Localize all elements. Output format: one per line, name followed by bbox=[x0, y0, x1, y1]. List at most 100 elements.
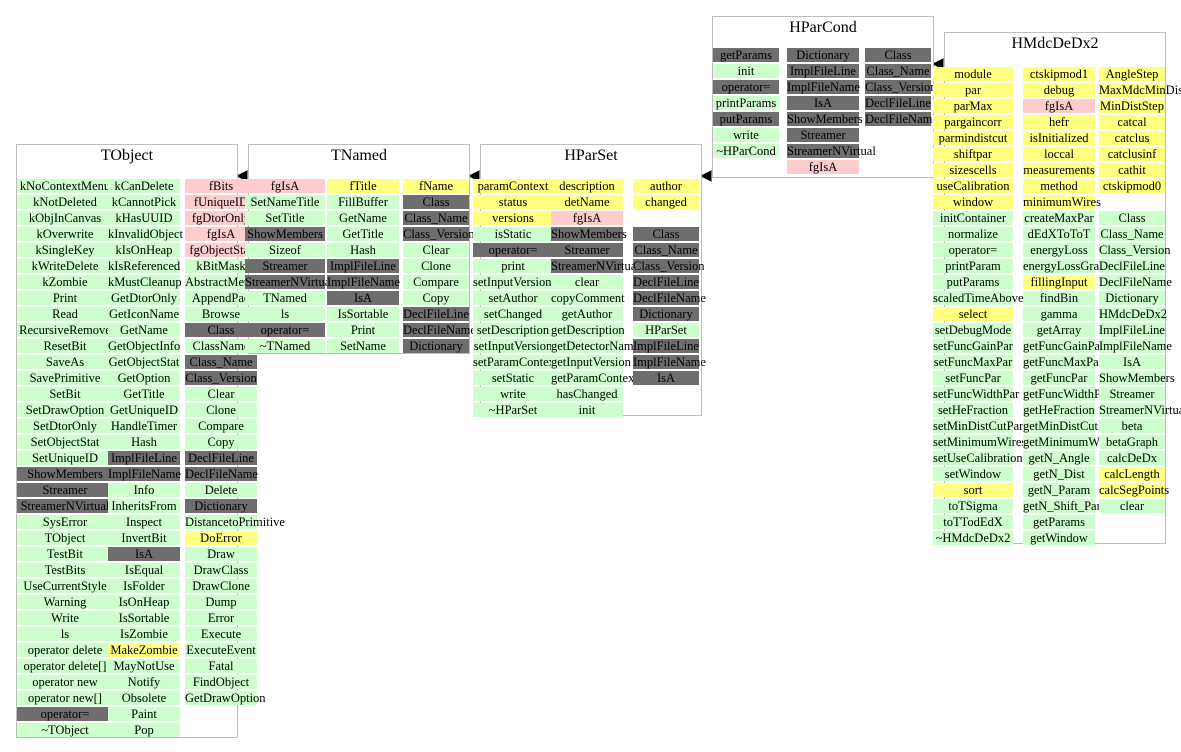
member-item: setFuncPar bbox=[933, 371, 1013, 385]
member-item: betaGraph bbox=[1099, 435, 1165, 449]
member-item: IsA bbox=[633, 371, 699, 385]
member-item: ctskipmod1 bbox=[1023, 67, 1095, 81]
member-item: getFuncWidthPar bbox=[1023, 387, 1111, 401]
member-item: Print bbox=[17, 291, 113, 305]
member-item: Streamer bbox=[17, 483, 113, 497]
member-column: kNoContextMenu kNotDeleted kObjInCanvas kOv… bbox=[17, 179, 113, 739]
class-box-hparset: HParSet paramContext status versions isStati… bbox=[473, 144, 706, 417]
member-item: Class bbox=[633, 227, 699, 241]
member-item: description bbox=[551, 179, 623, 193]
member-item: Dictionary bbox=[633, 307, 699, 321]
member-item: operator= bbox=[473, 243, 553, 257]
member-item: ~TObject bbox=[17, 723, 113, 737]
member-item: copyComment bbox=[551, 291, 625, 305]
member-item: operator delete bbox=[17, 643, 113, 657]
member-item: kBitMask bbox=[185, 259, 257, 273]
member-item: setAuthor bbox=[473, 291, 553, 305]
member-item: StreamerNVirtual bbox=[1099, 403, 1181, 417]
member-item: HandleTimer bbox=[108, 419, 180, 433]
member-item: IsZombie bbox=[108, 627, 180, 641]
member-item: Clone bbox=[185, 403, 257, 417]
member-item: setWindow bbox=[933, 467, 1013, 481]
member-column: module par parMax pargaincorr parmindistcut s… bbox=[933, 67, 1075, 547]
member-item: IsSortable bbox=[108, 611, 180, 625]
member-item: Class_Name bbox=[403, 211, 469, 225]
member-item: Streamer bbox=[551, 243, 623, 257]
member-item: Class_Version bbox=[1099, 243, 1171, 257]
member-item: sort bbox=[933, 483, 1013, 497]
member-item: DeclFileName bbox=[403, 323, 476, 337]
member-item: kWriteDelete bbox=[17, 259, 113, 273]
member-item: setHeFraction bbox=[933, 403, 1013, 417]
member-item: Class_Name bbox=[865, 64, 931, 78]
member-item: RecursiveRemove bbox=[17, 323, 113, 337]
class-box-hmdcdedx2: HMdcDeDx2 module par parMax pargaincorr parmi… bbox=[933, 32, 1181, 545]
member-item: DeclFileName bbox=[633, 291, 706, 305]
class-title: HParCond bbox=[789, 19, 857, 36]
member-item: fgIsA bbox=[787, 160, 859, 174]
member-item: kOverwrite bbox=[17, 227, 113, 241]
member-item: ImplFileName bbox=[787, 80, 860, 94]
member-item: GetName bbox=[327, 211, 399, 225]
member-item: Dictionary bbox=[403, 339, 469, 353]
member-item: kNotDeleted bbox=[17, 195, 113, 209]
member-item: getN_Angle bbox=[1023, 451, 1095, 465]
member-item: ImplFileName bbox=[1099, 339, 1172, 353]
member-item: fName bbox=[403, 179, 469, 193]
member-item: setDescription bbox=[473, 323, 553, 337]
member-item: fillingInput bbox=[1023, 275, 1095, 289]
member-column: fgIsA SetNameTitle SetTitle ShowMembers Size… bbox=[245, 179, 334, 355]
member-item: MaxMdcMinDist bbox=[1099, 83, 1181, 97]
member-item: getFuncPar bbox=[1023, 371, 1095, 385]
member-item: Warning bbox=[17, 595, 113, 609]
member-item: DoError bbox=[185, 531, 257, 545]
member-item: setInputVersion bbox=[473, 339, 553, 353]
arrow-tnamed-to-tobject bbox=[235, 170, 248, 182]
member-item: InvertBit bbox=[108, 531, 180, 545]
member-item: fUniqueID bbox=[185, 195, 257, 209]
member-item: SetTitle bbox=[245, 211, 325, 225]
member-item: DeclFileLine bbox=[865, 96, 931, 110]
member-item: getParams bbox=[1023, 515, 1095, 529]
member-item: ShowMembers bbox=[245, 227, 325, 241]
member-item: FillBuffer bbox=[327, 195, 399, 209]
member-item: kIsReferenced bbox=[108, 259, 181, 273]
member-item: DeclFileLine bbox=[185, 451, 257, 465]
member-item: ImplFileLine bbox=[633, 339, 699, 353]
member-item: beta bbox=[1099, 419, 1165, 433]
member-item: getWindow bbox=[1023, 531, 1095, 545]
member-item: Copy bbox=[185, 435, 257, 449]
member-item: setParamContext bbox=[473, 355, 559, 369]
member-item: Compare bbox=[403, 275, 469, 289]
class-box-tobject: TObject kNoContextMenu kNotDeleted kObjInCa… bbox=[16, 144, 285, 739]
member-item: ImplFileName bbox=[327, 275, 400, 289]
member-item: Class_Version bbox=[633, 259, 705, 273]
member-item: Info bbox=[108, 483, 180, 497]
member-item: IsOnHeap bbox=[108, 595, 180, 609]
member-item: kNoContextMenu bbox=[17, 179, 113, 193]
member-item: parmindistcut bbox=[933, 131, 1013, 145]
member-item: DeclFileName bbox=[185, 467, 258, 481]
member-item: Clone bbox=[403, 259, 469, 273]
member-item: gamma bbox=[1023, 307, 1095, 321]
member-column: fBits fUniqueID fgDtorOnly fgIsA fgObjectSta… bbox=[185, 179, 285, 707]
member-item: calcSegPoints bbox=[1099, 483, 1170, 497]
member-item: SaveAs bbox=[17, 355, 113, 369]
member-item: toTTodEdX bbox=[933, 515, 1013, 529]
member-item: Hash bbox=[108, 435, 180, 449]
member-item: kObjInCanvas bbox=[17, 211, 113, 225]
member-item: Dictionary bbox=[185, 499, 257, 513]
member-item: fgIsA bbox=[185, 227, 257, 241]
member-item: clear bbox=[551, 275, 623, 289]
member-item: getArray bbox=[1023, 323, 1095, 337]
member-item: getN_Param bbox=[1023, 483, 1095, 497]
member-item: measurements bbox=[1023, 163, 1095, 177]
member-item: getDescription bbox=[551, 323, 625, 337]
member-item: Execute bbox=[185, 627, 257, 641]
member-item: Clear bbox=[185, 387, 257, 401]
member-item: Sizeof bbox=[245, 243, 325, 257]
member-item: scaledTimeAboveThreshold bbox=[933, 291, 1075, 305]
member-item: findBin bbox=[1023, 291, 1095, 305]
member-item: setInputVersions bbox=[473, 275, 557, 289]
member-item: Class_Name bbox=[1099, 227, 1165, 241]
